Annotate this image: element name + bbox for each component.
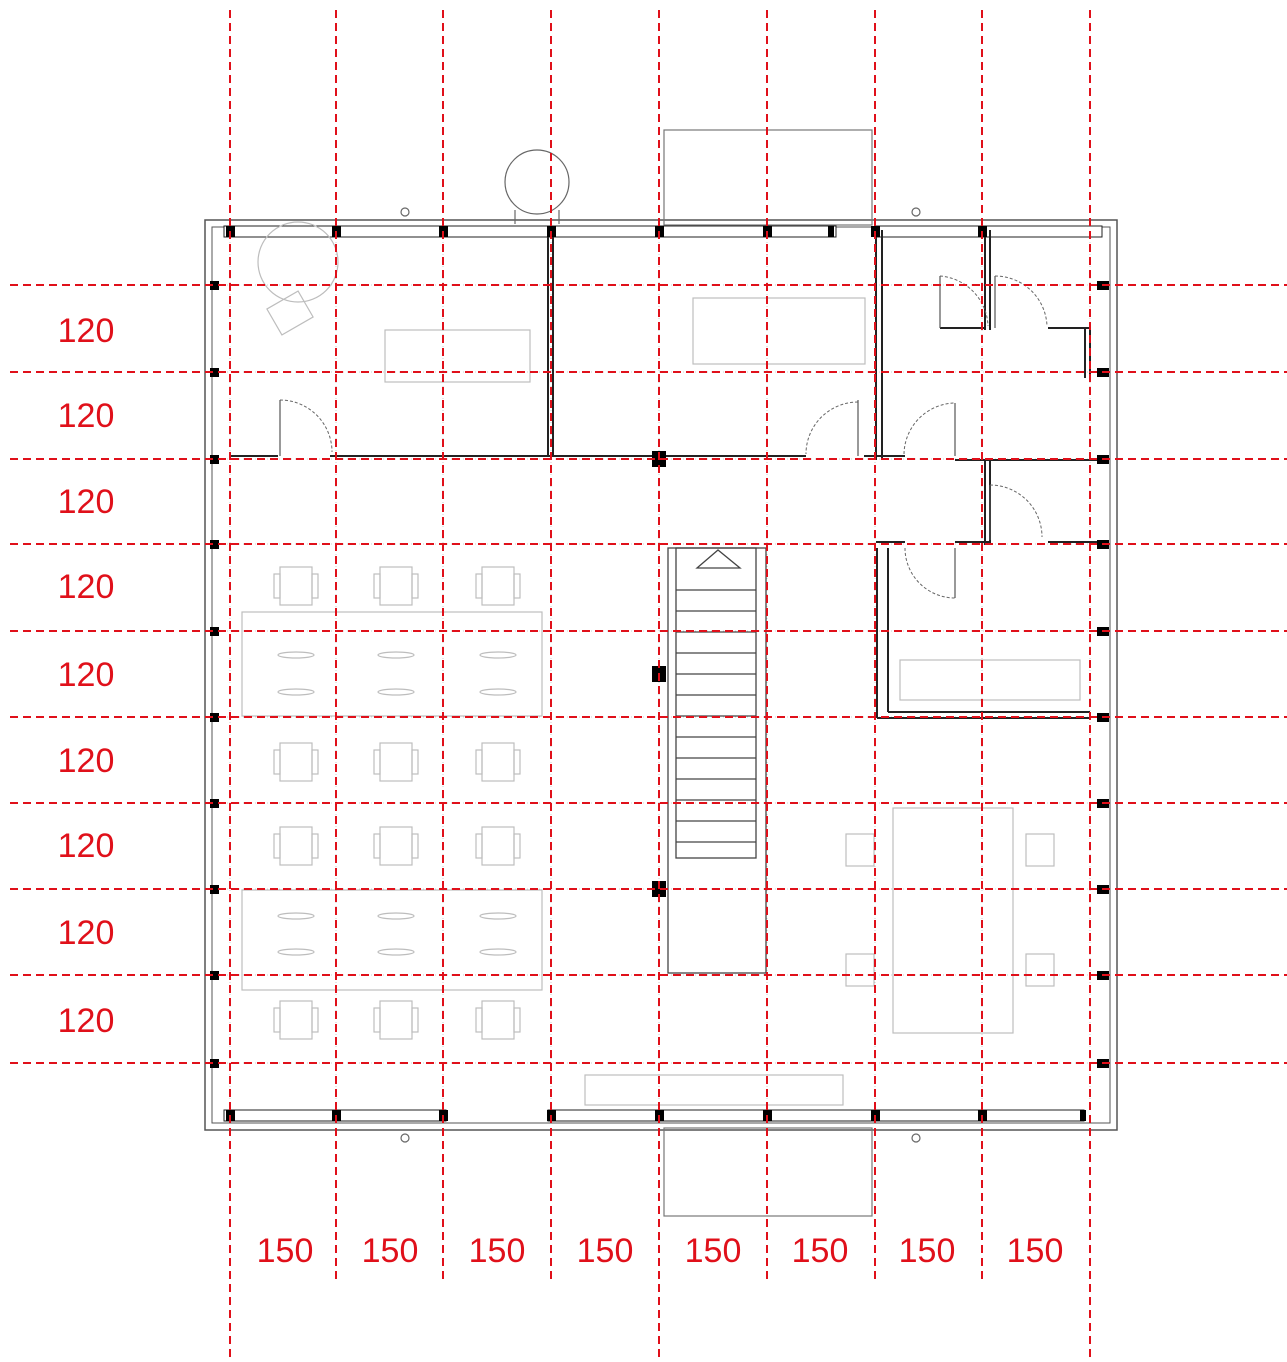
- side-column: [210, 799, 219, 808]
- side-column: [210, 281, 219, 290]
- chair-arm: [411, 749, 419, 775]
- row-spacing-label: 120: [58, 397, 115, 435]
- row-spacing-label: 120: [58, 483, 115, 521]
- chair-arm: [373, 749, 381, 775]
- chair-arm: [373, 833, 381, 859]
- chair-arm: [475, 749, 483, 775]
- stair: [667, 547, 767, 974]
- chair-arm: [311, 573, 319, 599]
- door-leaves: [279, 276, 996, 598]
- chair-arm: [273, 749, 281, 775]
- chair-arm: [411, 573, 419, 599]
- chair-arm: [273, 1007, 281, 1033]
- chair: [379, 742, 413, 782]
- furniture: [241, 221, 1081, 1106]
- monitor: [479, 688, 517, 696]
- column-spacing-labels: 150 150 150 150 150 150 150 150: [257, 1232, 1064, 1270]
- monitor: [277, 948, 315, 956]
- monitor: [377, 688, 415, 696]
- side-column: [210, 971, 219, 980]
- row-spacing-label: 120: [58, 1002, 115, 1040]
- chair-arm: [513, 833, 521, 859]
- side-column: [210, 885, 219, 894]
- monitor: [277, 912, 315, 920]
- monitor: [479, 948, 517, 956]
- column-spacing-label: 150: [469, 1232, 526, 1270]
- row-spacing-label: 120: [58, 742, 115, 780]
- side-column: [210, 368, 219, 377]
- chair-arm: [475, 833, 483, 859]
- side-column: [210, 713, 219, 722]
- chair: [379, 1000, 413, 1040]
- row-spacing-label: 120: [58, 656, 115, 694]
- chair: [279, 566, 313, 606]
- chair: [481, 742, 515, 782]
- monitor: [277, 651, 315, 659]
- monitor: [479, 651, 517, 659]
- row-spacing-labels: 120 120 120 120 120 120 120 120 120: [58, 312, 115, 1040]
- chair-arm: [311, 833, 319, 859]
- structural-grid-lines: [10, 10, 1287, 1362]
- side-column: [210, 1059, 219, 1068]
- column-spacing-label: 150: [257, 1232, 314, 1270]
- tree-symbol: [400, 149, 921, 1143]
- chair: [279, 1000, 313, 1040]
- chair-arm: [513, 573, 521, 599]
- side-column: [210, 455, 219, 464]
- chair: [1025, 953, 1055, 987]
- row-spacing-label: 120: [58, 827, 115, 865]
- row-spacing-label: 120: [58, 914, 115, 952]
- chair-arm: [475, 573, 483, 599]
- row-spacing-label: 120: [58, 312, 115, 350]
- chair-arm: [311, 749, 319, 775]
- monitor: [377, 651, 415, 659]
- chair-arm: [373, 1007, 381, 1033]
- chair: [845, 833, 875, 867]
- monitor: [377, 948, 415, 956]
- interior-walls: [230, 230, 1100, 719]
- monitor: [277, 688, 315, 696]
- chair-arm: [411, 833, 419, 859]
- facade-column: [828, 226, 834, 237]
- column-spacing-label: 150: [685, 1232, 742, 1270]
- chair: [481, 826, 515, 866]
- chair-arm: [411, 1007, 419, 1033]
- monitor: [377, 912, 415, 920]
- chair: [379, 826, 413, 866]
- chair: [279, 826, 313, 866]
- chair: [481, 566, 515, 606]
- chair-arm: [273, 573, 281, 599]
- column-spacing-label: 150: [792, 1232, 849, 1270]
- chair-arm: [513, 1007, 521, 1033]
- chair-arm: [373, 573, 381, 599]
- column-spacing-label: 150: [362, 1232, 419, 1270]
- chair-arm: [475, 1007, 483, 1033]
- column-spacing-label: 150: [1007, 1232, 1064, 1270]
- chair: [379, 566, 413, 606]
- facade-column: [1080, 1110, 1086, 1121]
- column-spacing-label: 150: [899, 1232, 956, 1270]
- south-facade: [223, 1109, 1085, 1122]
- chair: [481, 1000, 515, 1040]
- side-column: [210, 540, 219, 549]
- chair: [279, 742, 313, 782]
- chair-arm: [513, 749, 521, 775]
- door-swings: [279, 275, 1048, 599]
- chair: [845, 953, 875, 987]
- row-spacing-label: 120: [58, 568, 115, 606]
- chair-arm: [311, 1007, 319, 1033]
- column-spacing-label: 150: [577, 1232, 634, 1270]
- side-column: [210, 627, 219, 636]
- chair-arm: [273, 833, 281, 859]
- chair: [1025, 833, 1055, 867]
- monitor: [479, 912, 517, 920]
